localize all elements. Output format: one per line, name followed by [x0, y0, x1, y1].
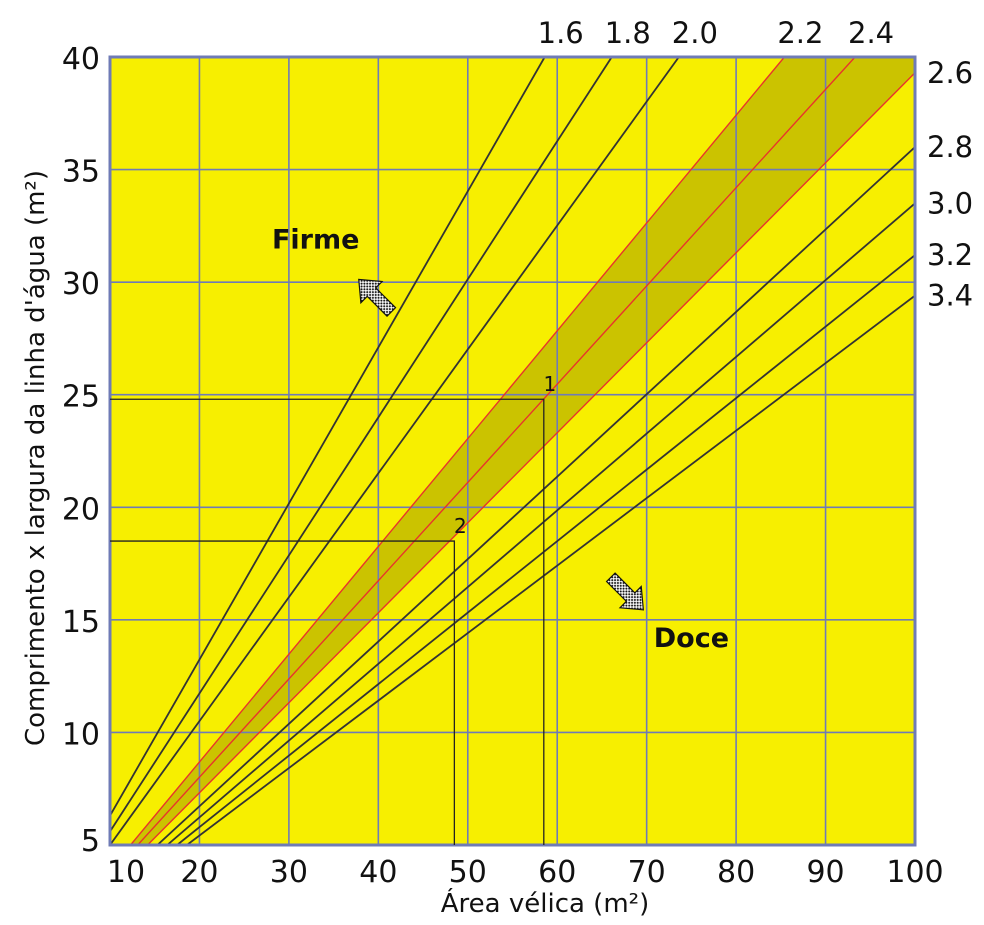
region-arrow-firme: [358, 278, 397, 318]
ratio-line-2.8: [156, 146, 915, 845]
x-tick-label: 100: [886, 855, 943, 890]
y-axis-title: Comprimento x largura da linha d'água (m…: [21, 170, 51, 746]
ratio-label: 3.4: [927, 279, 973, 313]
ratio-line-1.8: [110, 57, 613, 832]
ratio-label: 3.0: [927, 186, 973, 220]
region-label-firme: Firme: [272, 224, 359, 255]
x-tick-label: 50: [449, 855, 487, 890]
example-point-label: 1: [543, 372, 556, 396]
region-label-doce: Doce: [654, 623, 729, 654]
x-tick-label: 40: [359, 855, 397, 890]
x-tick-label: 90: [806, 855, 844, 890]
x-axis-title: Área vélica (m²): [441, 887, 649, 919]
ratio-line-3.0: [166, 202, 915, 845]
example-guide-1: [110, 398, 545, 845]
ratio-label: 2.4: [848, 16, 894, 50]
ratio-label: 2.2: [777, 16, 823, 50]
ratio-line-2.4: [137, 57, 856, 845]
y-tick-label: 30: [62, 267, 100, 302]
y-tick-label: 20: [62, 492, 100, 527]
ratio-line-1.6: [110, 57, 546, 817]
ratio-line-3.2: [176, 254, 915, 845]
region-arrow-doce: [605, 572, 645, 611]
x-tick-label: 80: [717, 855, 755, 890]
y-tick-label: 40: [62, 42, 100, 77]
example-guide-2: [110, 540, 456, 845]
optimal-band: [130, 57, 915, 845]
ratio-label: 2.6: [927, 56, 973, 90]
x-tick-label: 60: [538, 855, 576, 890]
plot-frame: [108, 55, 917, 847]
ratio-label: 1.8: [605, 16, 651, 50]
y-tick-label: 5: [81, 824, 100, 859]
ratio-label: 2.0: [672, 16, 718, 50]
y-tick-label: 10: [62, 717, 100, 752]
ratio-line-2.0: [110, 57, 680, 845]
x-tick-label: 10: [107, 855, 145, 890]
ratio-label: 3.2: [927, 238, 973, 272]
x-tick-label: 70: [628, 855, 666, 890]
y-tick-label: 35: [62, 155, 100, 190]
x-tick-label: 30: [270, 855, 308, 890]
ratio-label: 1.6: [538, 16, 584, 50]
y-tick-label: 25: [62, 380, 100, 415]
ratio-line-2.2: [130, 57, 785, 845]
ratio-line-3.4: [186, 294, 915, 845]
y-tick-label: 15: [62, 605, 100, 640]
x-tick-label: 20: [180, 855, 218, 890]
ratio-label: 2.8: [927, 130, 973, 164]
example-point-label: 2: [454, 514, 467, 538]
ratio-line-2.6: [147, 72, 915, 845]
